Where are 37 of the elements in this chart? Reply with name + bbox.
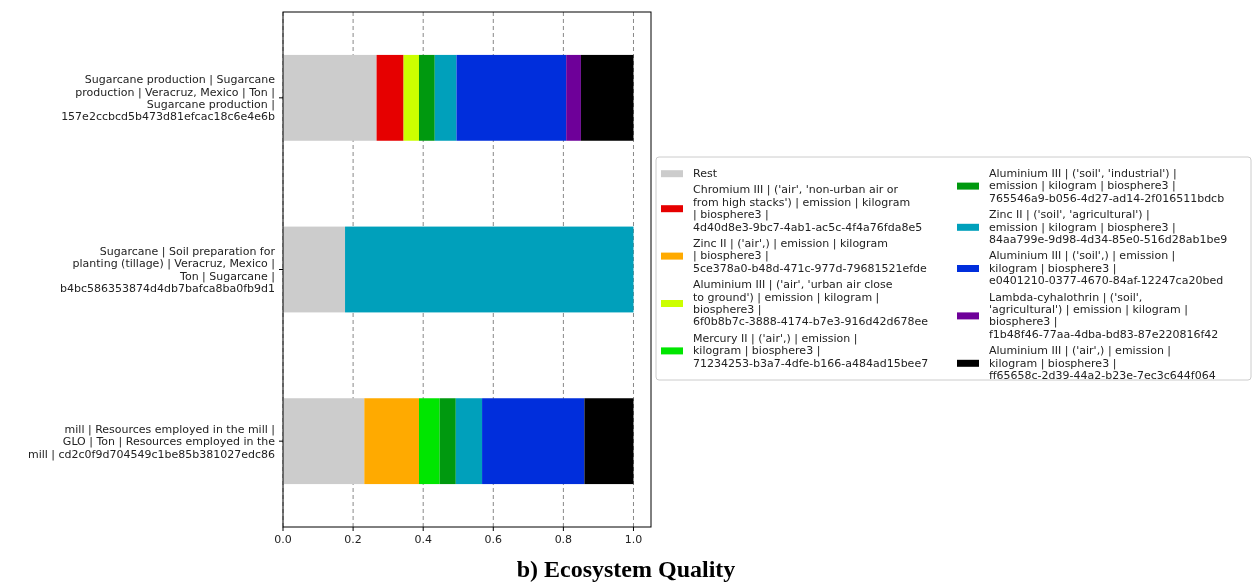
- legend-label: Aluminium III | ('soil', 'industrial') | emission | kilogram | biosphere3 | 765546a9-b056-4d27-ad14-2f016511bdcb: [989, 167, 1225, 205]
- legend-label: Zinc II | ('soil', 'agricultural') | emission | kilogram | biosphere3 | 84aa799e-9d98-4d34-85e0-516d28ab1be9: [989, 208, 1228, 246]
- legend-label: Mercury II | ('air',) | emission | kilogram | biosphere3 | 71234253-b3a7-4dfe-b166-a484ad15bee7: [693, 331, 929, 370]
- bar: [283, 398, 365, 485]
- legend-label: Zinc II | ('air',) | emission | kilogram | biosphere3 | 5ce378a0-b48d-471c-977d-79681521efde: [693, 237, 928, 275]
- x-tick-label: 0.6: [484, 533, 503, 546]
- legend-label: Aluminium III | ('air', 'urban air close to ground') | emission | kilogram | biosphere3 | 6f0b8b7c-3888-4174-b7e3-916d42d678ee: [693, 278, 929, 329]
- x-tick-label: 1.0: [624, 533, 643, 546]
- bar: [376, 54, 404, 141]
- bar: [434, 54, 457, 141]
- legend-label: Lambda-cyhalothrin | ('soil', 'agricultural') | emission | kilogram | biosphere3 | f1b48f46-77aa-4dba-bd83-87e220816f42: [989, 290, 1219, 341]
- bar: [482, 398, 585, 485]
- text: b) Ecosystem Quality: [516, 556, 736, 582]
- bar: [418, 398, 440, 485]
- y-tick-label: mill | Resources employed in the mill | GLO | Ton | Resources employed in the mill | cd2c0f9d704549c1be85b381027edc86: [27, 422, 276, 461]
- bar: [364, 398, 419, 485]
- bar: [418, 54, 435, 141]
- bar: [566, 54, 581, 141]
- legend-label: Aluminium III | ('soil',) | emission | kilogram | biosphere3 | e0401210-0377-4670-84af-12247ca20bed: [989, 249, 1224, 288]
- x-tick-label: 0.0: [274, 533, 292, 546]
- bar: [345, 226, 634, 313]
- bar: [283, 226, 346, 313]
- bar: [580, 54, 634, 141]
- y-tick-label: Sugarcane production | Sugarcane production | Veracruz, Mexico | Ton | Sugarcane production | 157e2ccbcd5b473d81efcac18c6e4e6b: [61, 73, 276, 124]
- x-tick-label: 0.8: [554, 533, 573, 546]
- bar: [283, 54, 377, 141]
- x-tick-label: 0.4: [414, 533, 432, 546]
- legend-label: Chromium III | ('air', 'non-urban air or from high stacks') | emission | kilogram | biosphere3 | 4d40d8e3-9bc7-4ab1-ac5c-4f4a76fda8e5: [693, 183, 923, 234]
- bar: [439, 398, 456, 485]
- bar: [403, 54, 419, 141]
- x-tick-label: 0.2: [344, 533, 362, 546]
- bar: [455, 398, 483, 485]
- bar: [456, 54, 567, 141]
- bar: [584, 398, 634, 485]
- y-tick-label: Sugarcane | Soil preparation for planting (tillage) | Veracruz, Mexico | Ton | Sugarcane | b4bc586353874d4db7bafca8ba0fb9d1: [60, 244, 276, 296]
- legend-label: Aluminium III | ('air',) | emission | kilogram | biosphere3 | ff65658c-2d39-44a2-b23e-7ec3c644f064: [989, 344, 1216, 382]
- legend-label: Rest: [693, 167, 718, 180]
